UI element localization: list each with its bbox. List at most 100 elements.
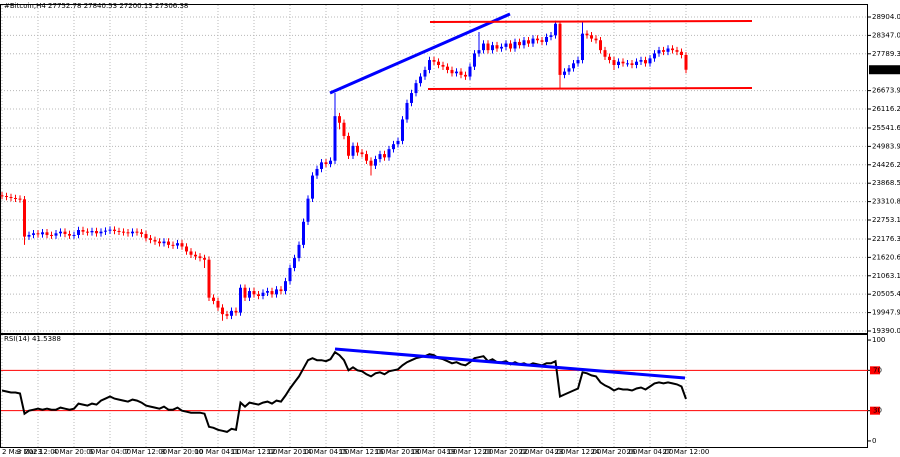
candle-body bbox=[675, 50, 679, 52]
x-tick-label: 8 Mar 20:00 bbox=[161, 448, 203, 456]
candle-body bbox=[329, 160, 332, 165]
candle-body bbox=[27, 234, 31, 237]
support-line bbox=[427, 87, 753, 90]
candle-body bbox=[612, 60, 616, 65]
candle-body bbox=[45, 232, 49, 235]
candle-body bbox=[14, 197, 17, 199]
candle-body bbox=[41, 232, 44, 235]
candle-body bbox=[167, 241, 170, 245]
candle-body bbox=[221, 307, 224, 315]
candle-body bbox=[63, 231, 67, 234]
candle-body bbox=[284, 281, 287, 292]
candle-body bbox=[486, 43, 490, 51]
y-tick-label: 0 bbox=[872, 437, 876, 445]
candle-body bbox=[621, 61, 625, 64]
x-tick-label: 22 Mar 04:00 bbox=[519, 448, 566, 456]
y-tick-label: 27789.30 bbox=[872, 50, 900, 58]
candle-body bbox=[86, 231, 89, 233]
candle-body bbox=[23, 199, 26, 237]
candle-body bbox=[149, 238, 152, 240]
candle-body bbox=[261, 292, 265, 297]
candle-body bbox=[297, 244, 301, 259]
ohlc-high: 27840.53 bbox=[84, 2, 117, 10]
candle-body bbox=[617, 61, 620, 65]
ohlc-low: 27200.13 bbox=[119, 2, 152, 10]
y-tick-label: 28904.00 bbox=[872, 13, 900, 21]
ohlc-open: 27752.78 bbox=[48, 2, 81, 10]
candle-body bbox=[522, 40, 526, 46]
candle-body bbox=[180, 243, 184, 247]
candle-body bbox=[446, 66, 449, 70]
candle-body bbox=[234, 310, 238, 313]
candle-body bbox=[270, 291, 274, 295]
candle-body bbox=[5, 196, 8, 198]
x-tick-label: 24 Mar 20:00 bbox=[591, 448, 638, 456]
candle-body bbox=[468, 66, 472, 77]
candle-body bbox=[275, 289, 278, 295]
candle-body bbox=[500, 46, 503, 49]
candle-body bbox=[351, 145, 355, 156]
candle-body bbox=[185, 246, 188, 252]
candle-body bbox=[266, 291, 269, 293]
candle-body bbox=[302, 221, 305, 245]
y-tick-label: 19390.00 bbox=[872, 327, 900, 335]
candle-body bbox=[81, 230, 85, 232]
candle-body bbox=[153, 239, 157, 242]
candle-body bbox=[356, 145, 359, 153]
x-tick-label: 11 Mar 12:00 bbox=[231, 448, 278, 456]
y-tick-label: 22753.10 bbox=[872, 216, 900, 224]
candle-body bbox=[140, 232, 143, 234]
rsi-trend-line bbox=[334, 347, 686, 380]
candle-body bbox=[450, 69, 454, 74]
candle-body bbox=[644, 60, 647, 64]
candle-body bbox=[158, 241, 161, 244]
x-tick-label: 20 Mar 20:00 bbox=[483, 448, 530, 456]
candle-body bbox=[378, 154, 382, 160]
candle-body bbox=[657, 50, 661, 54]
level-label-box bbox=[870, 406, 880, 415]
candle-body bbox=[198, 256, 202, 259]
candle-body bbox=[419, 76, 422, 84]
x-tick-label: 19 Mar 12:00 bbox=[447, 448, 494, 456]
y-tick-label: 70 bbox=[873, 366, 882, 374]
candle-body bbox=[491, 45, 494, 51]
candle-body bbox=[293, 258, 296, 268]
candle-body bbox=[360, 152, 364, 155]
candle-body bbox=[315, 168, 319, 176]
candle-body bbox=[306, 198, 310, 222]
marks bbox=[0, 20, 688, 433]
candle-body bbox=[342, 122, 346, 136]
candle-body bbox=[396, 140, 400, 145]
y-tick-label: 20505.40 bbox=[872, 290, 900, 298]
x-tick-label: 2 Mar 2023 bbox=[2, 448, 42, 456]
candle-body bbox=[99, 231, 103, 234]
candle-body bbox=[495, 45, 499, 49]
candle-body bbox=[54, 233, 58, 236]
candle-body bbox=[441, 64, 445, 67]
candle-body bbox=[194, 254, 197, 257]
candle-body bbox=[603, 50, 607, 57]
y-tick-label: 23310.80 bbox=[872, 198, 900, 206]
candle-body bbox=[482, 43, 485, 51]
candle-body bbox=[599, 40, 602, 51]
candle-body bbox=[653, 53, 656, 59]
candle-body bbox=[117, 230, 121, 232]
candle-body bbox=[464, 74, 467, 77]
x-tick-label: 26 Mar 04:00 bbox=[627, 448, 674, 456]
candle-body bbox=[320, 162, 323, 169]
candle-body bbox=[203, 258, 206, 260]
x-tick-label: 23 Mar 12:00 bbox=[555, 448, 602, 456]
y-tick-label: 21620.60 bbox=[872, 253, 900, 261]
y-tick-label: 21063.10 bbox=[872, 272, 900, 280]
rsi-header: RSI(14) 41.5388 bbox=[4, 335, 61, 343]
candle-body bbox=[95, 230, 98, 234]
y-tick-label: 23868.50 bbox=[872, 179, 900, 187]
candle-body bbox=[504, 43, 508, 47]
candle-body bbox=[666, 48, 670, 52]
candle-body bbox=[576, 60, 580, 64]
candle-body bbox=[536, 38, 539, 41]
candle-body bbox=[248, 291, 251, 298]
candle-body bbox=[338, 116, 341, 123]
